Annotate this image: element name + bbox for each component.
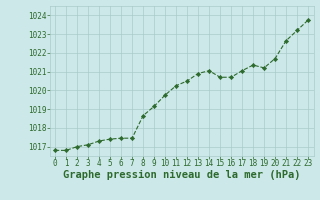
X-axis label: Graphe pression niveau de la mer (hPa): Graphe pression niveau de la mer (hPa) <box>63 170 300 180</box>
